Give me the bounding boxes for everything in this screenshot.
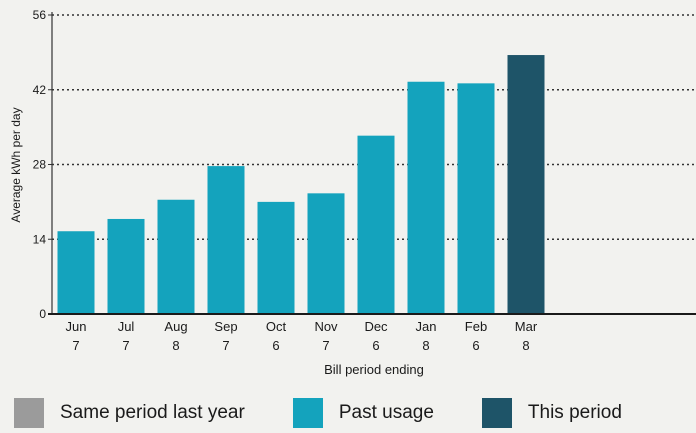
legend: Same period last year Past usage This pe…: [14, 398, 622, 428]
bar-jul: [108, 219, 145, 314]
legend-swatch-this-period: [482, 398, 512, 428]
x-tick-label-month: Jul: [118, 319, 135, 334]
x-tick-label-day: 7: [322, 338, 329, 353]
bar-oct: [258, 202, 295, 314]
legend-swatch-same-period-last-year: [14, 398, 44, 428]
x-tick-label-day: 7: [122, 338, 129, 353]
bar-nov: [308, 193, 345, 314]
x-tick-label-day: 6: [272, 338, 279, 353]
x-tick-label-day: 8: [422, 338, 429, 353]
x-tick-label-month: Feb: [465, 319, 487, 334]
x-tick-label-day: 6: [372, 338, 379, 353]
bars-layer: [58, 55, 545, 314]
y-axis-title: Average kWh per day: [9, 107, 23, 222]
bar-sep: [208, 166, 245, 314]
legend-item-past-usage: Past usage: [293, 398, 434, 428]
legend-swatch-past-usage: [293, 398, 323, 428]
y-tick-label: 14: [33, 232, 47, 246]
legend-item-this-period: This period: [482, 398, 622, 428]
bar-jan: [408, 82, 445, 314]
x-tick-label-day: 6: [472, 338, 479, 353]
bar-aug: [158, 200, 195, 314]
x-tick-label-month: Jan: [416, 319, 437, 334]
x-tick-label-month: Dec: [364, 319, 388, 334]
x-axis-title: Bill period ending: [324, 362, 424, 377]
legend-label-same-period-last-year: Same period last year: [60, 402, 245, 424]
x-tick-label-day: 7: [222, 338, 229, 353]
x-tick-label-month: Oct: [266, 319, 287, 334]
x-tick-label-month: Nov: [314, 319, 338, 334]
bar-mar: [508, 55, 545, 314]
legend-label-this-period: This period: [528, 402, 622, 424]
y-tick-label: 28: [33, 158, 47, 172]
y-tick-label: 56: [33, 8, 47, 22]
bar-feb: [458, 83, 495, 314]
bar-dec: [358, 136, 395, 314]
x-tick-label-month: Mar: [515, 319, 538, 334]
x-tick-label-day: 7: [72, 338, 79, 353]
bar-jun: [58, 231, 95, 314]
x-tick-label-month: Sep: [214, 319, 237, 334]
x-tick-label-month: Aug: [164, 319, 187, 334]
x-tick-label-day: 8: [172, 338, 179, 353]
x-tick-label-day: 8: [522, 338, 529, 353]
legend-item-same-period-last-year: Same period last year: [14, 398, 245, 428]
y-tick-label: 0: [39, 307, 46, 321]
y-tick-label: 42: [33, 83, 47, 97]
legend-label-past-usage: Past usage: [339, 402, 434, 424]
x-tick-label-month: Jun: [66, 319, 87, 334]
